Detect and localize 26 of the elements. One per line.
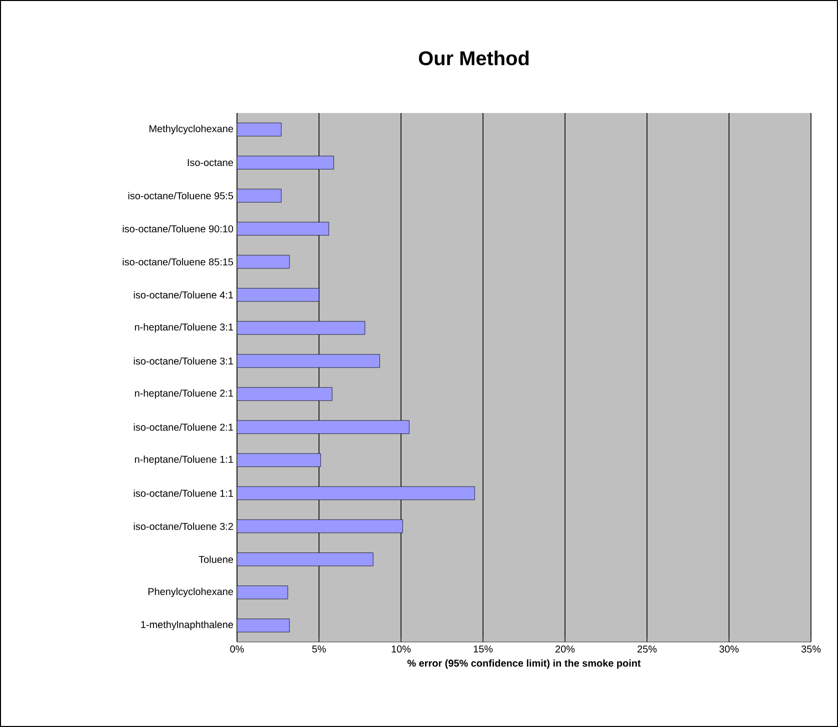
y-tick-label: Iso-octane [188,159,234,166]
x-tick-label: 15% [474,646,493,653]
chart-title: Our Method [418,50,529,66]
y-tick-label: n-heptane/Toluene 1:1 [134,456,233,465]
y-tick-label: n-heptane/Toluene 3:1 [134,323,233,333]
y-tick-label: iso-octane/Toluene 3:1 [134,357,233,365]
y-tick-label: iso-octane/Toluene 1:1 [134,490,233,497]
y-tick-label: iso-octane/Toluene 85:15 [122,258,234,266]
x-tick-label: 10% [392,646,411,653]
y-tick-label: iso-octane/Toluene 4:1 [134,291,233,298]
y-tick-label: Phenylcyclohexane [148,588,234,598]
x-axis-title: % error (95% confidence limit) in the smoke point [407,659,641,669]
x-tick-label: 35% [801,646,821,653]
y-tick-label: n-heptane/Toluene 2:1 [134,389,233,399]
x-tick-label: 25% [638,646,657,653]
y-tick-label: iso-octane/Toluene 90:10 [122,225,234,232]
x-tick-label: 20% [556,646,575,653]
y-tick-label: iso-octane/Toluene 2:1 [134,423,233,431]
y-tick-label: iso-octane/Toluene 95:5 [128,192,234,200]
x-tick-label: 30% [719,646,739,653]
y-tick-label: Methylcyclohexane [150,124,234,134]
x-tick-label: 0% [230,646,244,653]
y-tick-label: iso-octane/Toluene 3:2 [134,522,233,530]
y-tick-label: Toluene [198,556,234,563]
y-tick-label: 1-methylnaphthalene [141,620,234,630]
x-tick-label: 5% [312,646,326,653]
